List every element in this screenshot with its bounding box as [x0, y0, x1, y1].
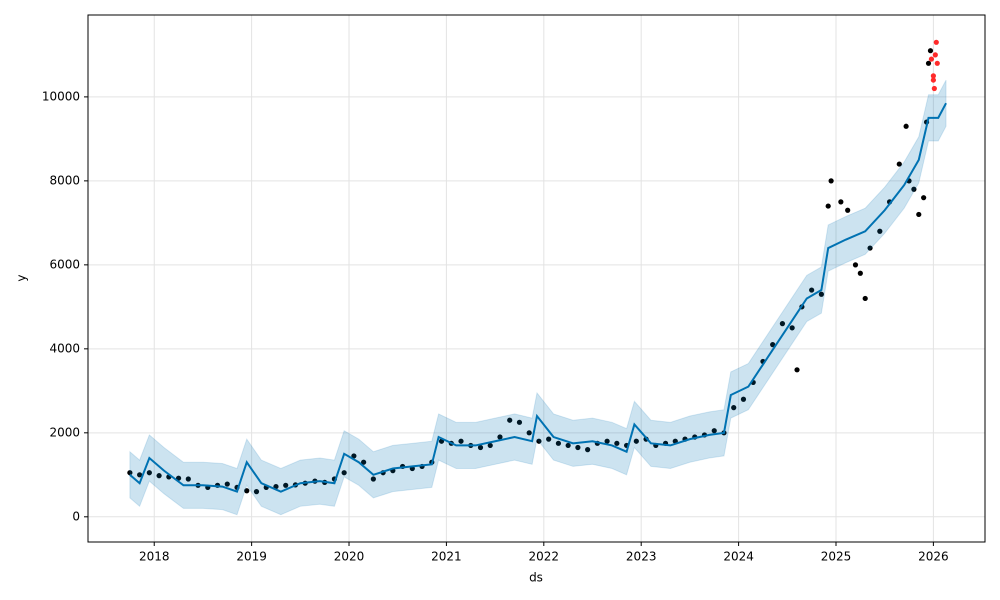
- data-point: [370, 476, 376, 482]
- x-tick-label: 2025: [821, 550, 852, 564]
- data-point: [341, 470, 347, 476]
- data-point: [633, 438, 639, 444]
- x-tick-label: 2018: [139, 550, 170, 564]
- data-point: [934, 60, 940, 66]
- data-point: [156, 473, 162, 479]
- data-point: [921, 195, 927, 201]
- data-point: [779, 321, 786, 327]
- data-point: [546, 436, 552, 442]
- data-point: [740, 396, 747, 402]
- data-point: [497, 434, 503, 440]
- data-point: [825, 203, 831, 209]
- y-tick-label: 4000: [49, 341, 80, 355]
- data-point: [931, 85, 937, 92]
- data-point: [789, 325, 795, 331]
- data-point: [185, 476, 191, 482]
- x-tick-label: 2021: [431, 550, 462, 564]
- x-axis-label: ds: [529, 571, 543, 585]
- data-point: [818, 291, 824, 297]
- data-point: [828, 178, 834, 184]
- data-point: [711, 428, 717, 434]
- data-point: [809, 287, 815, 293]
- data-point: [575, 444, 581, 451]
- data-point: [526, 430, 532, 436]
- data-point: [137, 472, 143, 478]
- data-point: [933, 39, 939, 45]
- data-point: [536, 438, 542, 444]
- data-point: [614, 440, 620, 446]
- data-point: [507, 417, 513, 423]
- data-point: [857, 270, 863, 276]
- data-point: [731, 405, 737, 411]
- data-point: [283, 482, 289, 488]
- data-point: [127, 470, 133, 476]
- data-point: [896, 161, 902, 167]
- data-point: [838, 199, 844, 205]
- data-point: [925, 60, 932, 66]
- data-point: [146, 470, 152, 476]
- x-tick-label: 2023: [626, 550, 657, 564]
- y-tick-label: 0: [72, 509, 80, 523]
- x-tick-label: 2022: [529, 550, 560, 564]
- data-point: [930, 77, 936, 83]
- data-point: [224, 481, 230, 487]
- data-point: [916, 211, 922, 218]
- grid: [88, 15, 985, 542]
- data-point: [845, 207, 851, 213]
- plot-frame: [87, 14, 986, 543]
- data-point: [862, 295, 868, 302]
- y-axis-label: y: [15, 274, 29, 281]
- data-point: [903, 123, 909, 129]
- data-point: [487, 442, 493, 449]
- data-point: [351, 453, 357, 459]
- data-point: [911, 186, 917, 192]
- data-point: [244, 488, 250, 494]
- data-point: [516, 419, 523, 425]
- y-tick-label: 6000: [49, 257, 80, 271]
- y-tick-label: 8000: [49, 173, 80, 187]
- data-point: [930, 73, 936, 79]
- x-tick-label: 2020: [334, 550, 365, 564]
- data-point: [927, 48, 934, 54]
- y-tick-label: 10000: [42, 89, 80, 103]
- data-point: [932, 52, 938, 58]
- x-tick-label: 2019: [236, 550, 267, 564]
- data-point: [253, 489, 260, 495]
- data-point: [458, 438, 464, 444]
- forecast-line: [129, 102, 947, 493]
- x-tick-label: 2026: [918, 550, 949, 564]
- data-point: [361, 459, 367, 465]
- data-point: [852, 262, 859, 268]
- data-point: [585, 447, 591, 453]
- data-point: [555, 440, 562, 446]
- data-point: [928, 56, 935, 62]
- data-point: [565, 442, 571, 449]
- data-point: [477, 444, 484, 451]
- data-point: [604, 438, 610, 444]
- x-tick-label: 2024: [723, 550, 754, 564]
- data-point: [770, 342, 776, 348]
- uncertainty-band: [129, 79, 947, 516]
- data-point: [867, 245, 873, 251]
- data-point: [877, 228, 883, 234]
- data-point: [794, 367, 800, 373]
- y-tick-label: 2000: [49, 425, 80, 439]
